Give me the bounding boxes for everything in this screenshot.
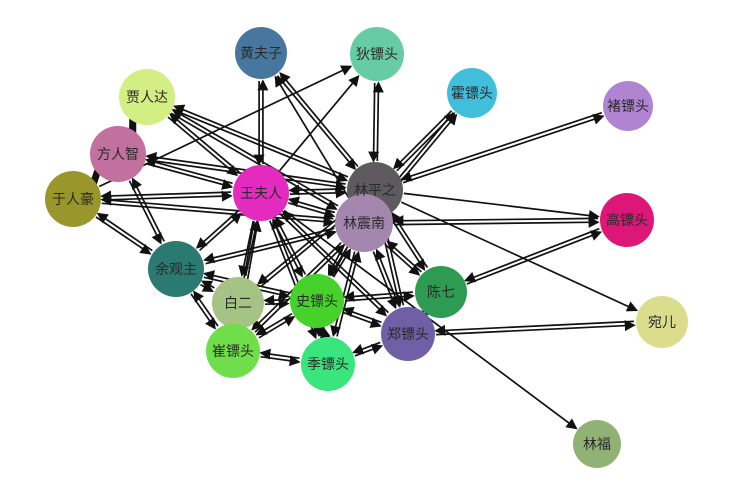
graph-edge <box>205 228 337 265</box>
graph-edge <box>169 113 240 173</box>
graph-edge <box>466 230 603 285</box>
graph-edge <box>264 298 290 310</box>
graph-edge <box>101 202 335 228</box>
graph-edge <box>100 194 334 220</box>
graph-edge <box>386 240 422 273</box>
graph-node-yu-ren-hao <box>45 171 101 227</box>
graph-node-lin-fu <box>573 420 621 468</box>
graph-edge <box>343 290 413 302</box>
graph-edge <box>258 316 296 339</box>
graph-edge <box>368 82 380 163</box>
graph-edge <box>342 306 382 324</box>
graph-node-di-biao-tou <box>350 27 404 81</box>
graph-edge <box>434 320 634 336</box>
graph-edge <box>393 110 453 170</box>
graph-node-fang-ren-zhi <box>90 126 146 182</box>
graph-node-jia-ren-da <box>119 69 175 125</box>
graph-edge <box>195 210 239 249</box>
graph-edge <box>274 75 350 198</box>
graph-edge <box>145 162 234 190</box>
graph-edge <box>199 212 242 252</box>
graph-edge <box>193 290 219 327</box>
graph-edge <box>132 177 165 242</box>
graph-edge <box>345 291 415 303</box>
graph-node-chen-qi <box>415 266 467 318</box>
graph-node-gao-biao-tou <box>600 193 654 247</box>
graph-edge <box>388 214 426 271</box>
graph-edge <box>88 174 100 187</box>
graph-node-ji-biao-tou <box>301 337 355 391</box>
graph-edge <box>463 227 600 283</box>
graph-node-zheng-biao-tou <box>381 307 435 361</box>
graph-edge <box>314 325 325 338</box>
graph-edge <box>101 190 233 202</box>
graph-node-wang-fu-ren <box>233 165 289 221</box>
graph-edge <box>144 156 233 185</box>
graph-edge <box>91 165 104 178</box>
graph-edge <box>372 81 384 162</box>
graph-edge <box>287 196 336 214</box>
graph-node-bai-er <box>212 277 264 329</box>
graph-edge <box>129 115 140 128</box>
graph-edge <box>288 184 346 196</box>
graph-edge <box>95 216 152 255</box>
graph-edge <box>276 75 357 171</box>
graph-edge <box>259 348 300 360</box>
graph-edge <box>200 280 215 291</box>
graph-edge <box>400 111 603 182</box>
graph-node-wan-er <box>636 296 688 348</box>
graph-node-lin-zhen-nan <box>335 194 393 252</box>
graph-edge <box>100 190 232 202</box>
graph-edge <box>203 227 335 264</box>
graph-edge <box>173 104 349 178</box>
graph-node-cui-biao-tou <box>206 324 260 378</box>
graph-edge <box>402 114 605 184</box>
graph-node-huang-fu-zi <box>235 27 287 79</box>
graph-edge <box>384 243 421 276</box>
graph-edge <box>400 201 639 312</box>
graph-edge <box>403 192 600 221</box>
graph-edge <box>126 122 137 135</box>
graph-edge <box>393 216 600 228</box>
graph-edge <box>392 215 599 227</box>
graph-edge <box>289 187 347 199</box>
graph-edge <box>128 180 162 245</box>
graph-edge <box>278 75 360 172</box>
nodes-layer <box>45 27 688 468</box>
graph-edge <box>332 248 351 278</box>
graph-edge <box>190 293 216 330</box>
graph-node-shi-biao-tou <box>290 274 344 328</box>
graph-edge <box>319 326 331 339</box>
graph-edge <box>352 341 381 355</box>
graph-edge <box>279 72 359 168</box>
graph-edge <box>167 116 239 177</box>
graph-edge <box>391 211 429 268</box>
graph-edge <box>436 320 636 336</box>
graph-node-yu-guan-zhu <box>148 241 204 297</box>
graph-node-huo-biao-tou <box>447 68 497 118</box>
graph-edge <box>96 212 153 252</box>
graph-edge <box>263 294 289 306</box>
graph-node-chu-biao-tou <box>603 81 653 131</box>
